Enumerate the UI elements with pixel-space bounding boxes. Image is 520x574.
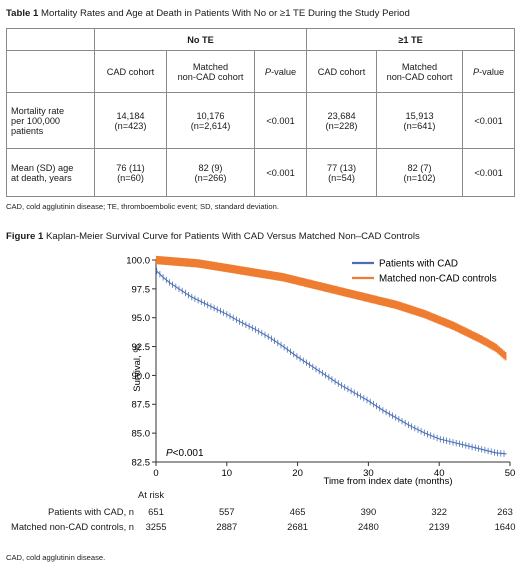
y-tick-label: 92.5: [132, 342, 151, 353]
table-title: Mortality Rates and Age at Death in Pati…: [41, 8, 410, 19]
at-risk-count: 1640: [494, 521, 516, 532]
table-cell: 82 (9) (n=266): [166, 148, 255, 197]
at-risk-row-label: Patients with CAD, n: [48, 506, 134, 517]
table-row: Mortality rate per 100,000 patients 14,184…: [6, 92, 516, 149]
y-tick-label: 95.0: [132, 313, 151, 324]
table-cell: <0.001: [253, 148, 308, 197]
group-header-te: ≥1 TE: [306, 28, 516, 51]
y-tick-label: 90.0: [132, 371, 151, 382]
x-axis-label: Time from index date (months): [324, 476, 453, 487]
x-ticks: 0 10 20 30 40 50: [153, 462, 515, 479]
col-header-pvalue: P-value: [462, 50, 516, 93]
table-cell: <0.001: [462, 92, 516, 149]
legend-entry: Patients with CAD: [379, 258, 458, 269]
at-risk-count: 263: [497, 506, 513, 517]
table-cell: 77 (13) (n=54): [306, 148, 378, 197]
table-cell: 15,913 (n=641): [376, 92, 464, 149]
table-cell: 10,176 (n=2,614): [166, 92, 255, 149]
table-column-header-row: CAD cohort Matched non-CAD cohort P-value…: [6, 50, 516, 93]
y-tick-label: 85.0: [132, 429, 151, 440]
series-lines: [155, 255, 507, 457]
at-risk-label: At risk: [138, 489, 165, 500]
table-cell: <0.001: [253, 92, 308, 149]
table-corner-cell: [6, 28, 95, 51]
table-group-header-row: No TE ≥1 TE: [6, 28, 516, 51]
figure-footnote: CAD, cold agglutinin disease.: [6, 553, 106, 562]
row-label: Mean (SD) age at death, years: [6, 148, 95, 197]
figure-title: Kaplan-Meier Survival Curve for Patients…: [46, 231, 420, 242]
at-risk-count: 2887: [216, 521, 238, 532]
x-tick-label: 10: [222, 468, 233, 479]
series-cad: [155, 267, 507, 457]
at-risk-count: 557: [218, 506, 235, 517]
chart-legend: Patients with CAD Matched non-CAD control…: [352, 258, 497, 284]
col-header-matched: Matched non-CAD cohort: [376, 50, 464, 93]
x-tick-label: 20: [292, 468, 303, 479]
survival-line: [155, 270, 507, 455]
table-label: Table 1: [6, 8, 39, 19]
table-caption: Table 1 Mortality Rates and Age at Death…: [6, 8, 410, 19]
at-risk-count: 3255: [145, 521, 167, 532]
y-axis-label: Survival, %: [132, 344, 143, 392]
group-header-no-te: No TE: [93, 28, 308, 51]
y-tick-label: 82.5: [132, 457, 151, 468]
x-tick-label: 30: [363, 468, 374, 479]
y-tick-label: 97.5: [132, 284, 151, 295]
series-non-cad-controls: [155, 255, 507, 361]
figure-caption: Figure 1 Kaplan-Meier Survival Curve for…: [6, 231, 420, 242]
x-tick-label: 50: [505, 468, 516, 479]
y-ticks: 100.0 97.5 95.0 92.5 90.0 87.5 85.0 82.5: [126, 255, 156, 468]
at-risk-count: 651: [148, 506, 164, 517]
table-blank-header: [6, 50, 95, 93]
chart-axes: [155, 260, 510, 463]
mortality-table: No TE ≥1 TE CAD cohort Matched non-CAD co…: [6, 28, 516, 197]
censor-marks: [156, 267, 505, 457]
table-cell: 23,684 (n=228): [306, 92, 378, 149]
col-header-cad: CAD cohort: [306, 50, 378, 93]
at-risk-count: 465: [289, 506, 306, 517]
km-survival-chart: 100.0 97.5 95.0 92.5 90.0 87.5 85.0 82.5 0 10 20 3…: [126, 255, 515, 487]
x-tick-label: 0: [153, 468, 158, 479]
at-risk-count: 390: [360, 506, 377, 517]
col-header-pvalue: P-value: [253, 50, 308, 93]
p-value-annotation: P<0.001: [166, 448, 204, 459]
figure-label: Figure 1: [6, 231, 44, 242]
x-tick-label: 40: [434, 468, 445, 479]
censor-marks: [155, 255, 507, 361]
at-risk-count: 2139: [428, 521, 450, 532]
y-tick-label: 87.5: [132, 400, 151, 411]
col-header-cad: CAD cohort: [94, 50, 167, 93]
at-risk-count: 2681: [287, 521, 309, 532]
col-header-matched: Matched non-CAD cohort: [166, 50, 255, 93]
table-cell: <0.001: [462, 148, 516, 197]
table-footnote: CAD, cold agglutinin disease; TE, thromb…: [6, 202, 279, 211]
y-tick-label: 100.0: [126, 255, 150, 266]
legend-entry: Matched non-CAD controls: [379, 273, 497, 284]
at-risk-count: 2480: [357, 521, 379, 532]
table-cell: 82 (7) (n=102): [376, 148, 464, 197]
table-cell: 14,184 (n=423): [94, 92, 167, 149]
table-cell: 76 (11) (n=60): [94, 148, 167, 197]
table-row: Mean (SD) age at death, years 76 (11) (n=6…: [6, 148, 516, 197]
at-risk-count: 322: [431, 506, 448, 517]
at-risk-row-label: Matched non-CAD controls, n: [11, 521, 134, 532]
row-label: Mortality rate per 100,000 patients: [6, 92, 95, 149]
